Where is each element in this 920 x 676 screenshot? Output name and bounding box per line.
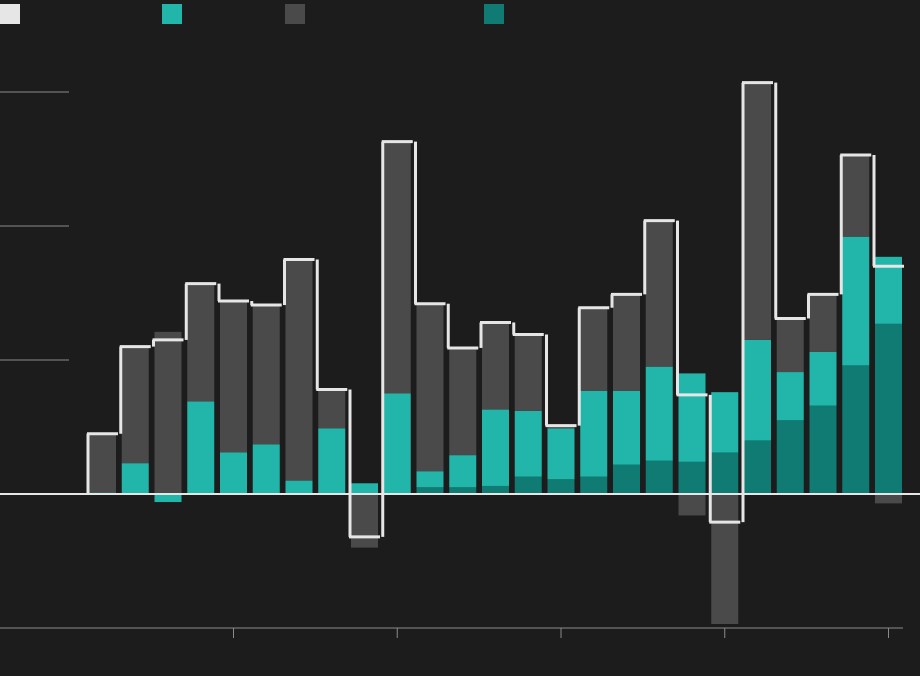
bar-segment — [842, 236, 870, 366]
bar-segment — [875, 256, 902, 324]
bar-segment — [776, 372, 804, 421]
bar-segment — [318, 428, 346, 494]
bar-segment — [842, 365, 870, 494]
bar-segment — [875, 323, 902, 494]
bar-segment — [351, 494, 378, 548]
bar-segment — [121, 346, 149, 464]
bar-segment — [449, 347, 477, 456]
bar-segment — [154, 494, 182, 503]
legend-swatch — [0, 4, 20, 24]
bar-segment — [482, 485, 509, 494]
bar-segment — [482, 322, 509, 410]
bar-segment — [547, 479, 575, 494]
legend-swatch — [484, 4, 504, 24]
bar-segment — [449, 487, 477, 494]
bar-segment — [776, 420, 804, 494]
bar-segment — [678, 494, 706, 516]
legend-swatch — [285, 4, 305, 24]
bar-segment — [482, 409, 509, 486]
bar-segment — [842, 154, 870, 237]
bar-segment — [187, 283, 215, 402]
bar-segment — [220, 301, 247, 453]
bar-segment — [711, 494, 739, 624]
bar-segment — [613, 464, 640, 494]
bar-segment — [449, 455, 477, 488]
bar-segment — [875, 494, 902, 504]
bar-segment — [383, 141, 411, 394]
bar-segment — [809, 351, 837, 406]
bar-segment — [645, 460, 673, 494]
bar-segment — [613, 294, 640, 391]
bar-segment — [580, 390, 608, 477]
bar-segment — [252, 444, 280, 494]
bar-segment — [383, 393, 411, 494]
bar-segment — [514, 476, 542, 494]
bar-segment — [187, 401, 215, 494]
bar-segment — [514, 334, 542, 411]
bar-segment — [154, 331, 182, 494]
bar-segment — [776, 318, 804, 373]
bar-segment — [613, 390, 640, 465]
legend-swatch — [162, 4, 182, 24]
bar-segment — [744, 440, 771, 494]
bar-segment — [285, 259, 313, 481]
bar-segment — [416, 303, 444, 472]
bar-segment — [318, 389, 346, 429]
bar-segment — [678, 373, 706, 462]
bar-segment — [89, 433, 116, 493]
bar-segment — [351, 483, 378, 494]
bar-segment — [711, 392, 739, 453]
bar-segment — [678, 461, 706, 494]
bar-segment — [416, 487, 444, 494]
bar-segment — [121, 463, 149, 494]
bar-segment — [547, 428, 575, 480]
bar-segment — [744, 82, 771, 340]
bar-segment — [252, 305, 280, 445]
bar-segment — [580, 476, 608, 494]
bar-segment — [711, 452, 739, 494]
bar-segment — [220, 452, 247, 494]
bar-segment — [514, 410, 542, 477]
bar-segment — [744, 339, 771, 441]
bar-segment — [580, 307, 608, 391]
bar-segment — [809, 294, 837, 352]
bar-segment — [416, 471, 444, 488]
bar-segment — [809, 405, 837, 494]
bar-segment — [285, 480, 313, 494]
bar-segment — [645, 220, 673, 367]
bar-segment — [645, 366, 673, 461]
